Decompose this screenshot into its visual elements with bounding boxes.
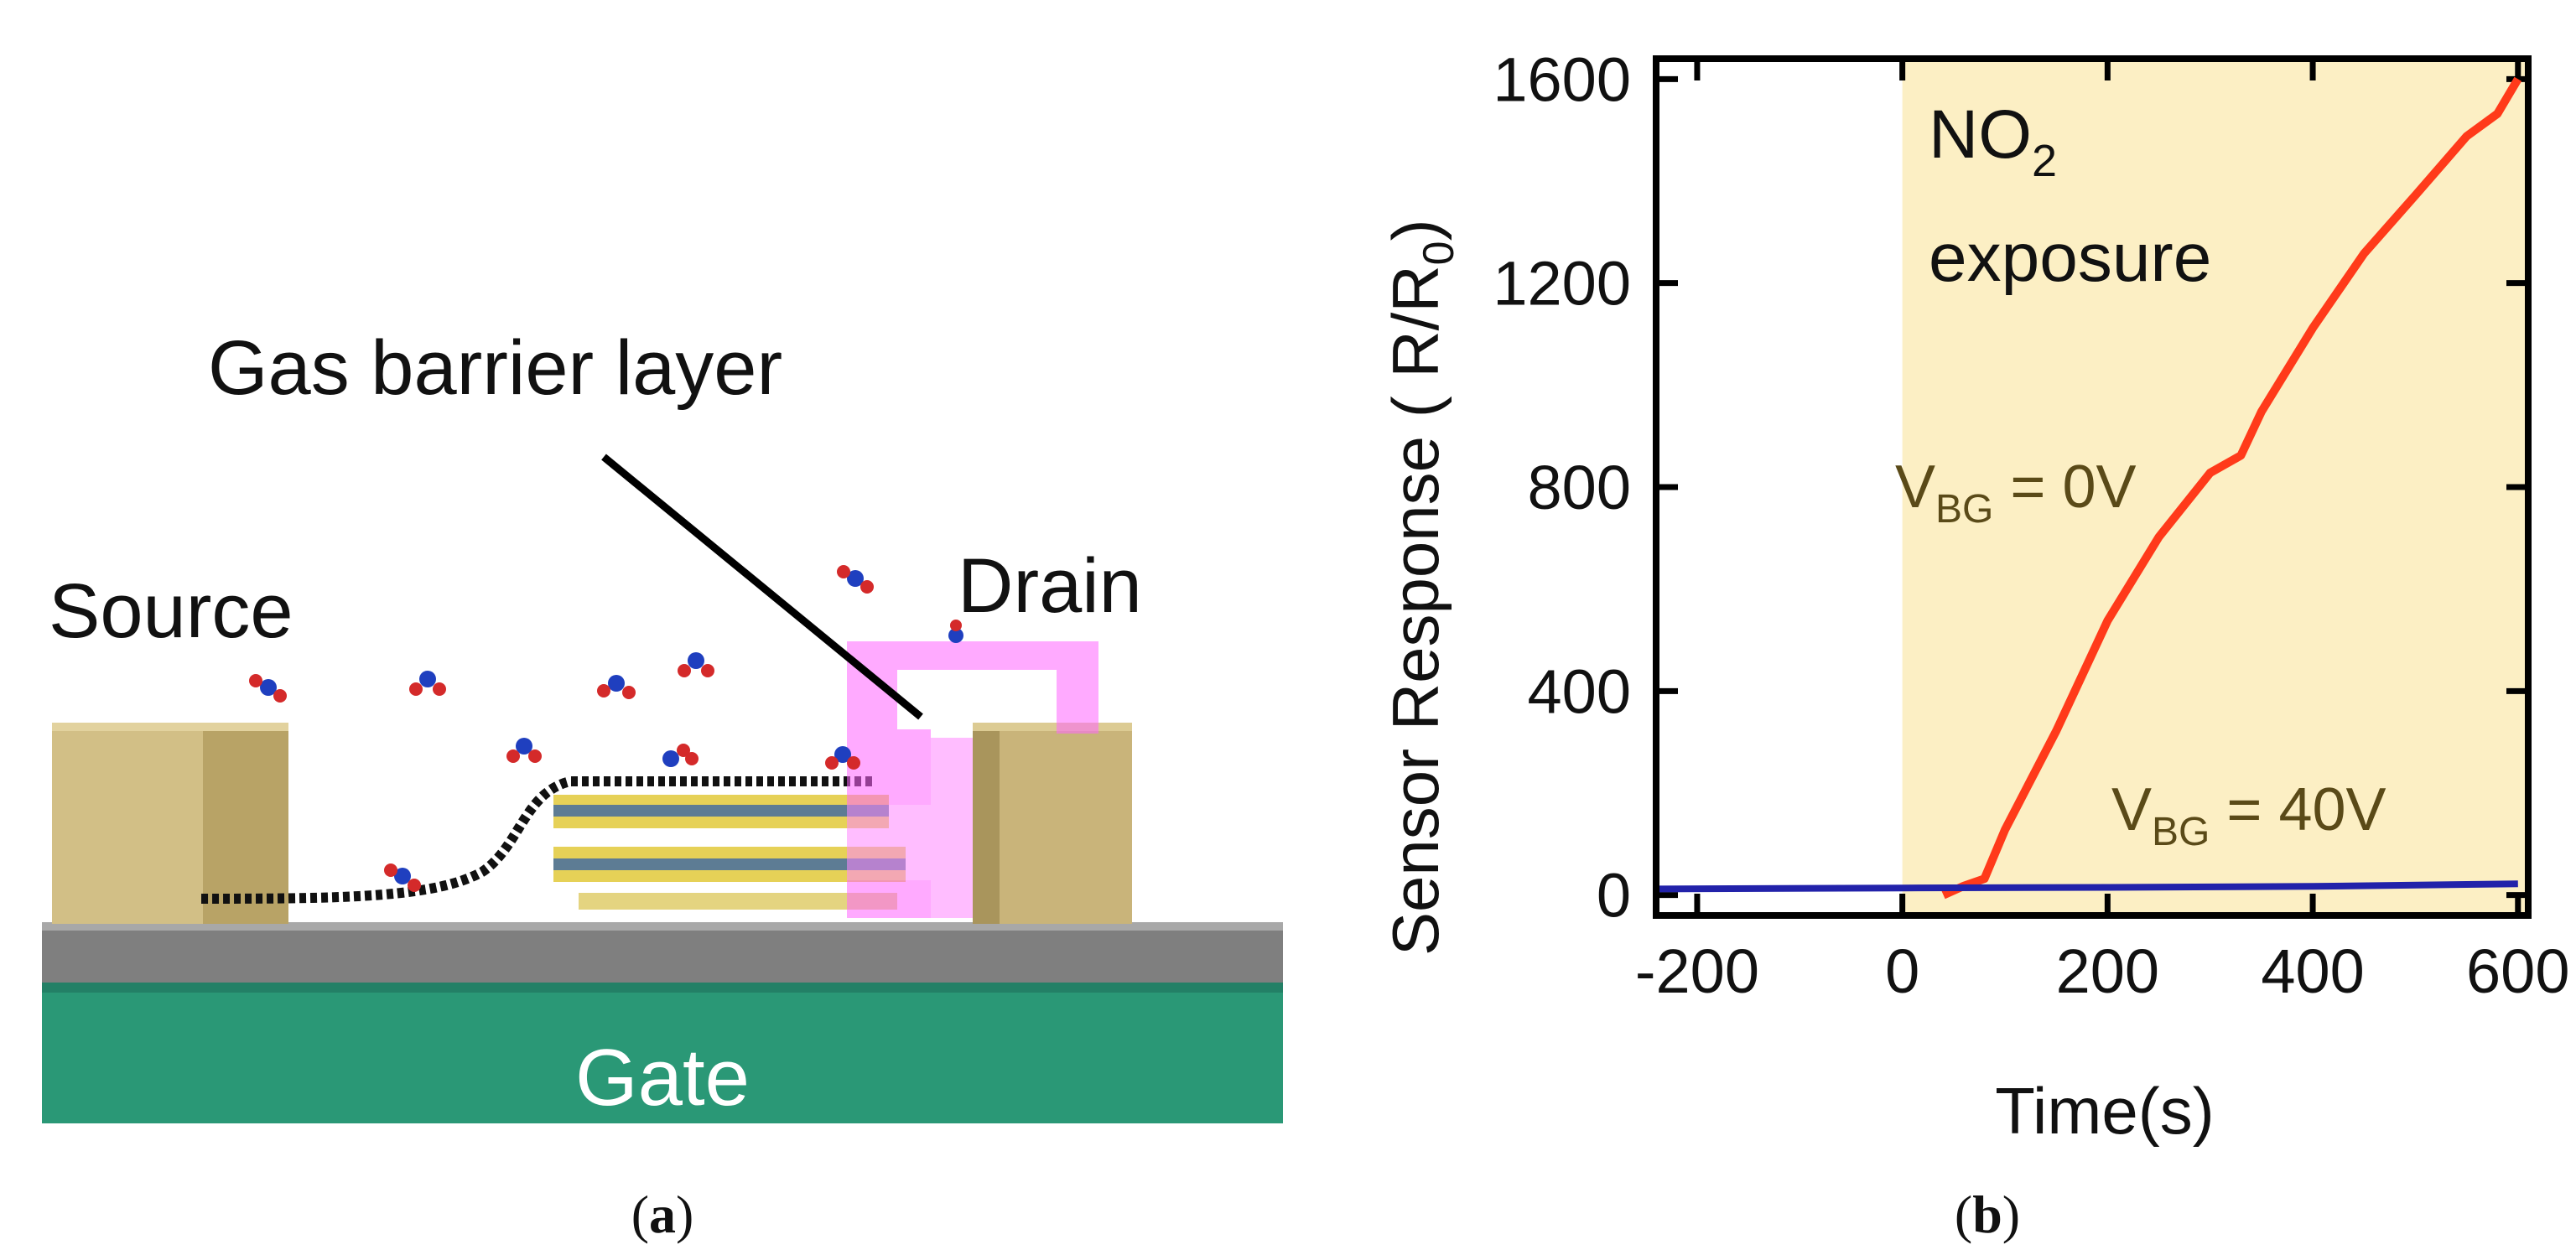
vbg-40v-main: V [2111,776,2152,843]
y-tick-label: 800 [1528,453,1631,522]
no2-molecule [409,671,446,696]
panel-b-caption: (b) [1955,1185,2020,1244]
x-tick-label: 400 [2261,936,2364,1006]
gate-block [42,981,1283,1123]
x-tick-label: 600 [2466,936,2569,1006]
x-tick-label: 200 [2056,936,2159,1006]
y-tick-label: 1600 [1493,44,1631,114]
y-axis-label-main: Sensor Response ( R/R [1379,265,1452,956]
vbg-40v-value: = 40V [2210,776,2386,843]
x-tick-label: 0 [1885,936,1919,1006]
no2-molecule [597,675,636,699]
no2-molecule [825,746,860,770]
source-electrode [52,723,288,924]
vbg-40v-sub: BG [2152,810,2210,854]
exposure-region [1902,59,2528,915]
vbg-0v-value: = 0V [1993,454,2136,521]
no2-molecule [662,744,699,767]
vbg-40v-annotation: VBG = 40V [2111,776,2386,854]
drain-electrode [973,723,1132,924]
graphene-sheet [200,776,872,904]
no2-molecule [249,674,287,703]
axis-ticks [1656,59,2528,915]
no2-molecule [384,863,421,892]
y-tick-label: 0 [1597,861,1631,931]
series-line-vbg-40v [1655,880,2518,893]
panel-b-caption-letter: b [1972,1185,2002,1244]
vbg-0v-annotation: VBG = 0V [1895,454,2137,532]
y-tick-label: 400 [1528,656,1631,726]
y-tick-label: 1200 [1493,249,1631,319]
plot-frame [1653,55,2532,919]
no2-molecule [948,620,963,643]
panel-a-caption-letter: a [649,1185,676,1244]
no2-annotation: NO2 [1929,96,2057,186]
series-line-vbg-0v [1941,76,2522,900]
no2-molecules [249,565,963,892]
exposure-annotation: exposure [1929,220,2211,296]
gate-label: Gate [575,1033,750,1123]
y-axis-label-close: ) [1379,219,1452,241]
mos2-layer-stack [553,795,906,910]
oxide-layer [42,931,1283,983]
drain-label: Drain [958,543,1142,629]
no2-main: NO [1929,96,2032,173]
no2-molecule [506,738,542,763]
y-axis-label-sub: 0 [1415,241,1463,265]
barrier-leader-line [601,454,923,720]
no2-molecule [678,652,714,677]
no2-molecule [837,565,874,594]
vbg-0v-sub: BG [1935,487,1993,532]
barrier-label: Gas barrier layer [208,325,782,411]
panel-a-caption: (a) [631,1185,694,1244]
gate-block-shade [42,981,1283,993]
source-label: Source [49,568,293,654]
no2-sub: 2 [2032,136,2057,186]
x-tick-label: -200 [1635,936,1759,1006]
x-axis-label: Time(s) [1995,1074,2214,1148]
vbg-0v-main: V [1895,454,1935,521]
gas-barrier-layer [847,641,1098,918]
y-axis-label: Sensor Response ( R/R0) [1379,219,1463,956]
panel-a-device-schematic: Gas barrier layer Source Drain Gate (a) [42,325,1283,1244]
